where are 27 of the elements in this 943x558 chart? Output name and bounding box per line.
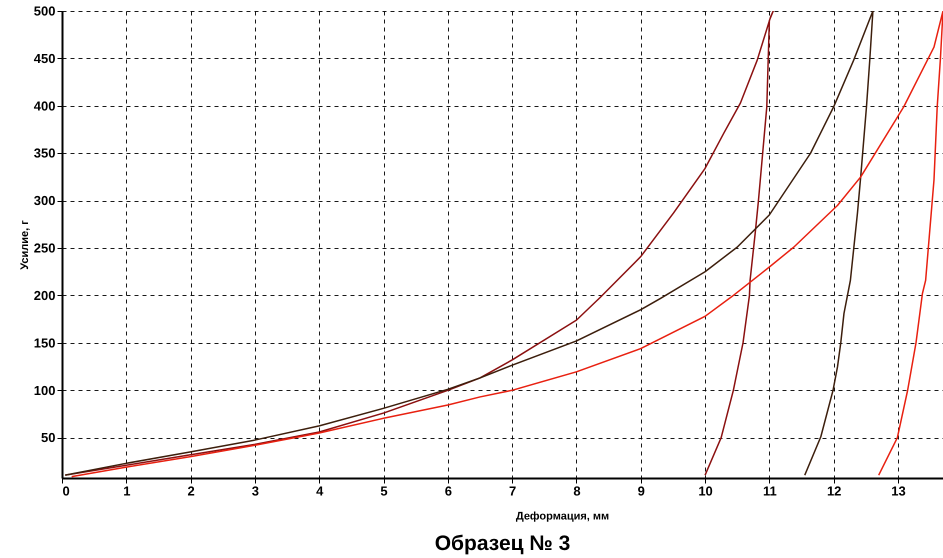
x-tick-label: 9 <box>638 484 645 498</box>
y-tick-label: 500 <box>34 4 56 18</box>
x-tick-label: 5 <box>380 484 388 498</box>
x-tick-label: 11 <box>762 484 777 498</box>
y-tick-label: 450 <box>34 50 56 66</box>
y-tick-label: 150 <box>34 335 56 350</box>
y-tick-label: 350 <box>34 146 56 161</box>
x-tick-label: 2 <box>187 484 195 498</box>
y-tick-label: 250 <box>34 240 56 256</box>
x-axis-title: Деформация, мм <box>516 510 610 522</box>
x-tick-label: 8 <box>573 484 581 498</box>
x-tick-label: 12 <box>826 484 842 498</box>
x-tick-label: 0 <box>62 484 70 498</box>
y-tick-label: 50 <box>41 430 56 446</box>
x-tick-label: 1 <box>123 484 130 498</box>
x-tick-label: 10 <box>698 484 713 498</box>
y-tick-label: 200 <box>34 288 56 303</box>
x-tick-label: 4 <box>316 484 324 498</box>
y-tick-label: 100 <box>34 382 56 398</box>
x-tick-label: 3 <box>252 484 260 498</box>
y-tick-label: 300 <box>34 193 56 208</box>
text: Образец № 3 <box>434 532 570 555</box>
y-axis-title: Усилие, г <box>18 220 31 270</box>
x-tick-label: 6 <box>444 484 452 498</box>
x-tick-label: 13 <box>891 484 906 498</box>
y-tick-label: 400 <box>34 98 56 114</box>
x-tick-label: 7 <box>509 484 516 498</box>
